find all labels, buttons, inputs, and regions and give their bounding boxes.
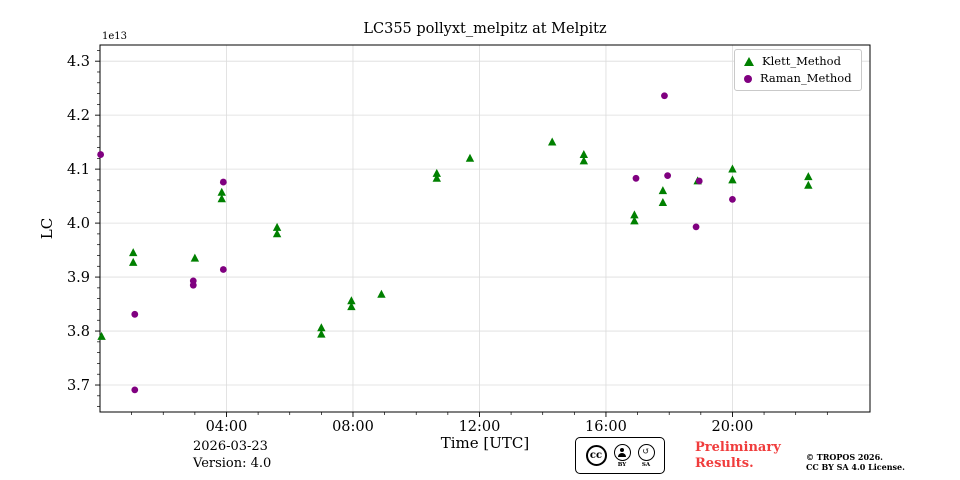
cc-by-person-icon	[613, 443, 631, 461]
data-point-klett	[317, 323, 326, 332]
data-point-raman	[97, 151, 105, 158]
data-point-klett	[579, 156, 589, 165]
data-point-klett	[347, 302, 356, 311]
chart-title: LC355 pollyxt_melpitz at Melpitz	[363, 21, 607, 37]
ytick-label: 3.8	[67, 324, 90, 340]
data-point-raman	[131, 386, 139, 394]
data-point-klett	[630, 216, 639, 225]
raman-circle-icon	[744, 74, 752, 83]
y-offset-label: 1e13	[102, 31, 127, 42]
date-version-stamp: 2026-03-23 Version: 4.0	[193, 438, 271, 472]
data-point-klett	[658, 186, 668, 195]
cc-by-group: BY	[613, 443, 631, 468]
data-point-raman	[219, 266, 227, 273]
data-point-klett	[97, 331, 106, 340]
data-point-klett	[432, 168, 441, 177]
data-point-raman	[664, 172, 672, 180]
data-point-raman	[729, 195, 736, 203]
data-point-klett	[272, 229, 282, 238]
data-point-klett	[272, 222, 282, 231]
cc-license-badge: cc BY ↺ SA	[575, 437, 665, 474]
data-point-klett	[432, 173, 441, 182]
y-axis-label: LC	[38, 218, 56, 239]
ytick-label: 3.7	[67, 378, 90, 394]
ytick-label: 4.3	[67, 54, 90, 70]
data-point-raman	[692, 223, 700, 231]
preliminary-line2: Results.	[695, 456, 754, 471]
xtick-label: 16:00	[585, 419, 627, 435]
cc-sa-arrow-icon: ↺	[637, 443, 655, 461]
ytick-label: 4.2	[67, 108, 90, 124]
data-point-raman	[131, 310, 139, 318]
data-point-klett	[658, 197, 668, 206]
legend: Klett_Method Raman_Method	[734, 49, 862, 91]
data-point-klett	[129, 248, 138, 257]
data-point-klett	[317, 329, 326, 338]
data-point-klett	[804, 172, 813, 181]
data-point-klett	[728, 175, 737, 184]
preliminary-line1: Preliminary	[695, 440, 781, 455]
data-point-raman	[189, 281, 197, 289]
data-point-klett	[547, 137, 557, 146]
ytick-label: 4.0	[67, 216, 90, 232]
data-point-klett	[217, 194, 226, 203]
data-point-raman	[695, 177, 703, 185]
data-point-raman	[661, 92, 668, 100]
data-point-klett	[129, 257, 138, 266]
ytick-label: 3.9	[67, 270, 90, 286]
data-point-raman	[632, 174, 640, 182]
legend-label-raman: Raman_Method	[760, 71, 852, 85]
data-point-klett	[804, 180, 813, 189]
data-point-klett	[728, 164, 737, 173]
copyright-line2: CC BY SA 4.0 License.	[806, 462, 905, 472]
date-label: 2026-03-23	[193, 439, 268, 454]
preliminary-note: Preliminary Results.	[695, 440, 781, 472]
xtick-label: 20:00	[712, 419, 754, 435]
data-point-klett	[217, 187, 226, 196]
xtick-label: 08:00	[332, 419, 374, 435]
cc-sa-group: ↺ SA	[637, 443, 655, 468]
legend-item-klett: Klett_Method	[744, 54, 853, 68]
data-point-klett	[465, 153, 475, 162]
ytick-label: 4.1	[67, 162, 90, 178]
data-point-klett	[190, 253, 200, 262]
data-point-klett	[630, 210, 639, 219]
legend-label-klett: Klett_Method	[762, 54, 841, 68]
legend-item-raman: Raman_Method	[744, 71, 853, 85]
copyright-note: © TROPOS 2026. CC BY SA 4.0 License.	[806, 452, 905, 472]
klett-triangle-icon	[744, 57, 754, 66]
x-axis-label: Time [UTC]	[441, 434, 530, 452]
data-point-raman	[219, 178, 227, 186]
data-point-klett	[579, 149, 589, 158]
data-point-klett	[347, 296, 356, 305]
plot-frame	[99, 44, 871, 413]
cc-by-label: BY	[617, 461, 627, 468]
version-label: Version: 4.0	[193, 456, 272, 471]
cc-logo-icon: cc	[585, 445, 607, 466]
cc-sa-label: SA	[641, 461, 651, 468]
xtick-label: 04:00	[206, 419, 248, 435]
data-point-klett	[377, 289, 386, 298]
xtick-label: 12:00	[459, 419, 501, 435]
copyright-line1: © TROPOS 2026.	[806, 452, 883, 462]
